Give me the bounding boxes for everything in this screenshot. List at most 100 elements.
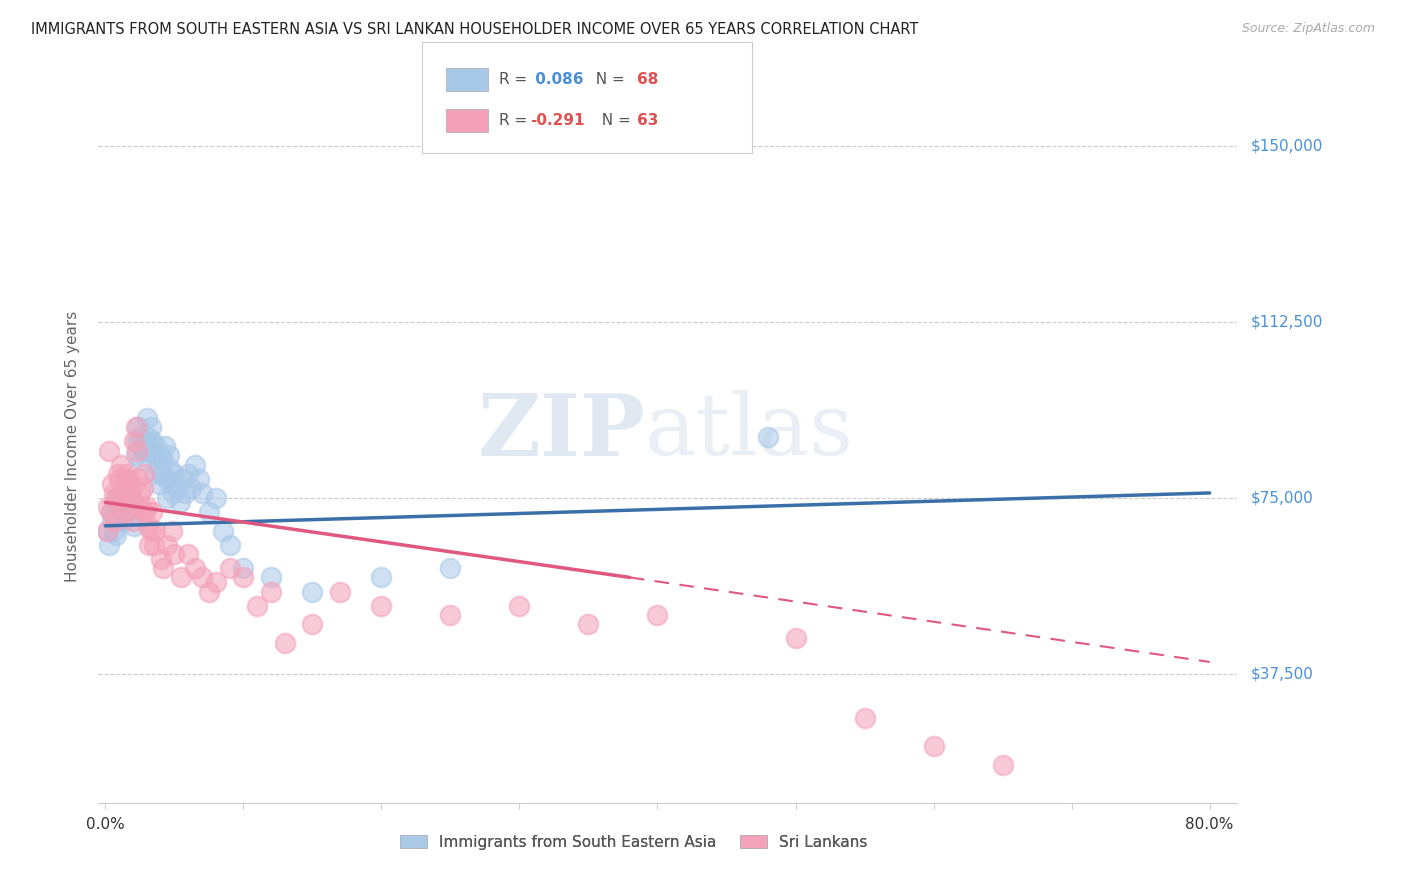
Point [122,495,145,509]
Point [131,481,153,495]
Point [508,599,530,613]
Point [170,570,193,584]
Point [118,491,141,505]
Text: $150,000: $150,000 [1251,138,1323,153]
Point [108,514,131,528]
Point [370,599,392,613]
Point [211,524,233,538]
Point [204,575,226,590]
Point [922,739,945,754]
Point [129,500,152,514]
Point [198,505,221,519]
Point [232,561,254,575]
Point [169,495,191,509]
Point [115,467,138,482]
Point [142,538,165,552]
Point [131,439,153,453]
Point [439,607,461,622]
Point [135,500,157,514]
Point [177,547,200,561]
Point [96,524,118,538]
Point [136,429,159,443]
Point [184,561,207,575]
Point [111,486,134,500]
Point [150,467,173,482]
Point [105,491,128,505]
Point [138,538,160,552]
Text: IMMIGRANTS FROM SOUTH EASTERN ASIA VS SRI LANKAN HOUSEHOLDER INCOME OVER 65 YEAR: IMMIGRANTS FROM SOUTH EASTERN ASIA VS SR… [31,22,918,37]
Point [647,607,669,622]
Point [111,505,134,519]
Y-axis label: Householder Income Over 65 years: Householder Income Over 65 years [65,310,80,582]
Point [157,449,180,463]
Point [260,584,283,599]
Point [110,491,132,505]
Point [103,486,125,500]
Point [105,528,128,542]
Point [128,486,150,500]
Point [125,420,148,434]
Point [101,476,124,491]
Point [191,570,214,584]
Point [180,481,202,495]
Point [118,472,141,486]
Point [108,472,131,486]
Point [149,551,172,566]
Point [127,420,149,434]
Text: $112,500: $112,500 [1251,314,1323,329]
Point [439,561,461,575]
Point [177,467,200,482]
Text: N =: N = [586,72,630,87]
Point [112,514,135,528]
Point [163,467,186,482]
Point [122,514,145,528]
Text: ZIP: ZIP [477,390,645,474]
Point [100,505,122,519]
Point [172,472,194,486]
Point [166,481,188,495]
Point [232,570,254,584]
Point [132,443,155,458]
Point [160,476,183,491]
Point [107,500,129,514]
Point [143,467,166,482]
Point [104,495,127,509]
Point [156,538,179,552]
Point [97,524,120,538]
Point [246,599,269,613]
Text: 68: 68 [637,72,658,87]
Point [125,449,148,463]
Legend: Immigrants from South Eastern Asia, Sri Lankans: Immigrants from South Eastern Asia, Sri … [394,829,875,855]
Point [141,434,163,449]
Text: atlas: atlas [645,390,855,474]
Point [110,458,132,472]
Point [107,467,129,482]
Point [785,632,807,646]
Point [152,453,174,467]
Point [578,617,600,632]
Point [117,481,139,495]
Point [124,434,146,449]
Point [101,514,124,528]
Point [121,500,143,514]
Point [112,495,135,509]
Point [148,476,170,491]
Point [129,453,152,467]
Point [198,584,221,599]
Point [188,472,211,486]
Point [134,505,156,519]
Point [141,505,163,519]
Point [117,472,139,486]
Point [163,547,186,561]
Point [139,420,162,434]
Text: Source: ZipAtlas.com: Source: ZipAtlas.com [1241,22,1375,36]
Point [174,486,197,500]
Point [98,443,121,458]
Point [155,472,177,486]
Point [134,434,156,449]
Point [143,524,166,538]
Point [124,518,146,533]
Point [120,486,142,500]
Text: N =: N = [592,113,636,128]
Point [149,449,172,463]
